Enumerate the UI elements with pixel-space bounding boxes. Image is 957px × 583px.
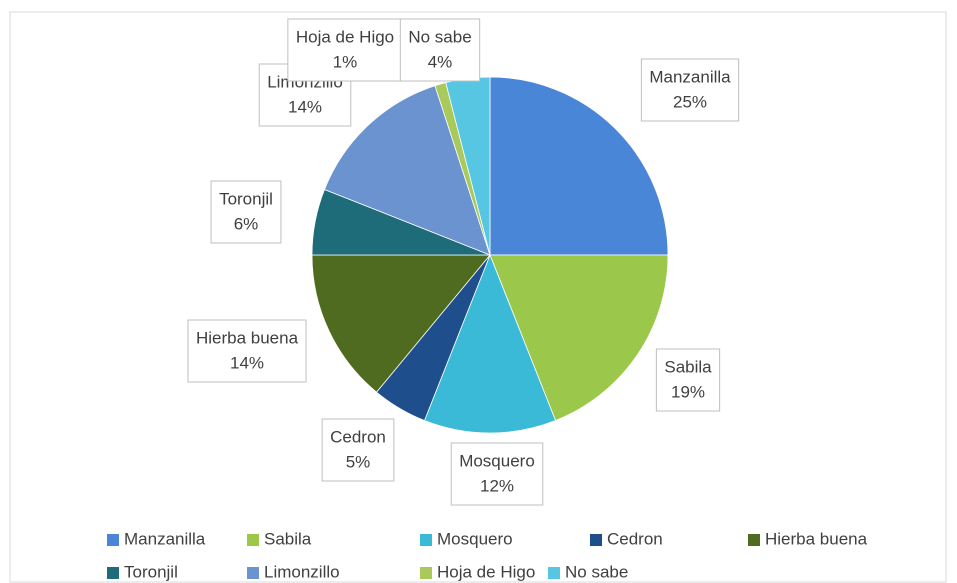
label-value: 12% [480,476,514,495]
data-label: Sabila 19% [655,348,721,412]
label-name: Hoja de Higo [296,27,394,46]
data-label: Hoja de Higo 1% [287,18,403,82]
legend-swatch [548,567,560,579]
label-name: Cedron [330,427,386,446]
legend-swatch [420,567,432,579]
label-name: No sabe [408,27,471,46]
pie-slice [423,253,557,434]
legend-swatch [420,534,432,546]
label-value: 19% [671,382,705,401]
label-name: Mosquero [459,451,535,470]
label-box [450,442,544,506]
pie-slice [489,254,669,422]
data-label: Manzanilla 25% [640,58,740,122]
legend-label: No sabe [565,562,628,581]
legend-label: Hoja de Higo [437,562,535,581]
legend-label: Hierba buena [765,529,868,548]
label-value: 25% [673,92,707,111]
data-label: No sabe 4% [399,18,481,82]
legend-label: Cedron [607,529,663,548]
pie [311,76,669,434]
legend-label: Limonzillo [264,562,340,581]
label-box [399,18,481,82]
legend-swatch [247,567,259,579]
data-label: Mosquero 12% [450,442,544,506]
data-label: Hierba buena 14% [187,319,307,383]
label-box [321,418,395,482]
legend-swatch [107,534,119,546]
label-value: 14% [288,97,322,116]
legend: Manzanilla Sabila Mosquero Cedron Hierba bue… [107,529,868,581]
data-label: Cedron 5% [321,418,395,482]
data-label: Toronjil 6% [210,180,282,244]
label-box [187,319,307,383]
label-value: 1% [333,52,358,71]
label-name: Hierba buena [196,328,299,347]
label-value: 6% [234,214,259,233]
legend-swatch [107,567,119,579]
legend-label: Toronjil [124,562,178,581]
legend-label: Manzanilla [124,529,206,548]
data-labels: Manzanilla 25% Sabila 19% Mosquero 12% Cedron 5… [187,18,740,506]
label-name: Sabila [664,357,712,376]
label-box [655,348,721,412]
legend-swatch [748,534,760,546]
legend-label: Mosquero [437,529,513,548]
label-box [640,58,740,122]
label-box [210,180,282,244]
legend-swatch [247,534,259,546]
label-value: 4% [428,52,453,71]
label-name: Manzanilla [649,67,731,86]
label-box [287,18,403,82]
label-name: Toronjil [219,189,273,208]
label-value: 5% [346,452,371,471]
legend-swatch [590,534,602,546]
legend-label: Sabila [264,529,312,548]
pie-slice [489,76,669,256]
label-value: 14% [230,353,264,372]
pie-slice [311,254,491,393]
